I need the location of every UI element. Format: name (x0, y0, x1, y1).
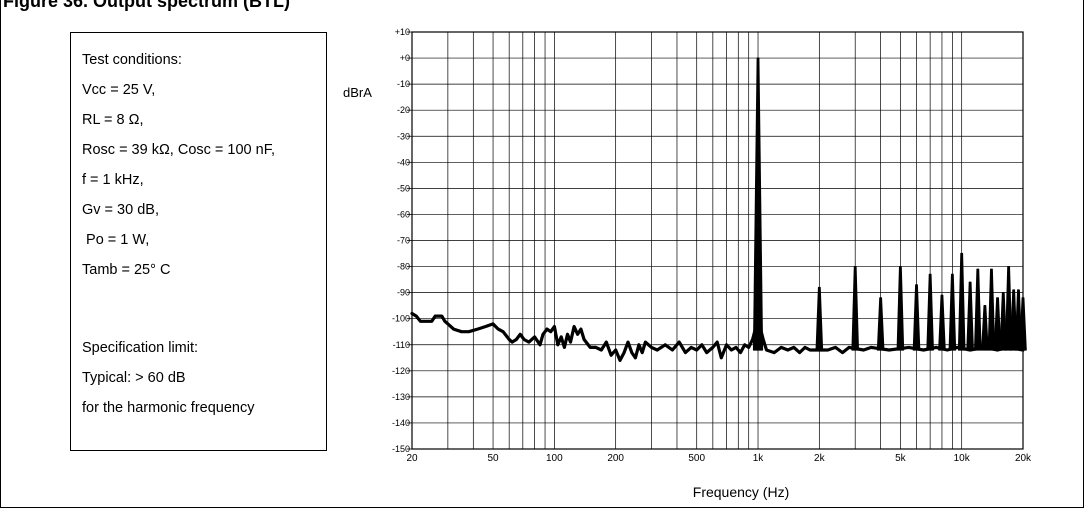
harmonic-peak (987, 268, 996, 351)
harmonic-peak (966, 281, 974, 351)
x-axis-label: Frequency (Hz) (693, 484, 789, 500)
specification-line: for the harmonic frequency (82, 400, 255, 416)
y-tick-label: -40 (397, 157, 410, 167)
condition-line: RL = 8 Ω, (82, 112, 144, 128)
harmonic-peaks (752, 57, 1027, 351)
y-tick-label: -130 (392, 392, 410, 402)
harmonic-peak (752, 57, 764, 351)
y-tick-label: -150 (392, 444, 410, 454)
y-tick-label: -110 (393, 340, 410, 350)
y-axis-label: dBrA (343, 85, 372, 100)
x-tick-label: 20k (1015, 453, 1032, 464)
harmonic-peak (926, 273, 934, 351)
harmonic-peak (912, 284, 921, 351)
condition-line: Rosc = 39 kΩ, Cosc = 100 nF, (82, 142, 275, 158)
y-tick-label: -70 (397, 236, 410, 246)
y-tick-label: -30 (397, 131, 410, 141)
harmonic-peak (948, 273, 957, 351)
figure-heading: Figure 36. Output spectrum (BTL) (3, 0, 291, 11)
x-tick-label: 20 (406, 453, 418, 464)
harmonic-peak (981, 305, 989, 351)
y-tick-label: -60 (397, 209, 410, 219)
x-tick-label: 500 (688, 453, 705, 464)
y-axis-ticks: +10 +0 -10 -20 -30 -40 -50 -60 -70 -80 -90 -100 -110… (392, 27, 412, 454)
condition-line: Gv = 30 dB, (82, 202, 159, 218)
harmonic-peak (999, 292, 1008, 351)
x-tick-label: 50 (487, 453, 499, 464)
condition-line: Test conditions: (82, 52, 182, 68)
condition-line: f = 1 kHz, (82, 172, 144, 188)
harmonic-peak (876, 297, 885, 351)
x-tick-label: 10k (954, 453, 971, 464)
y-tick-label: -100 (392, 314, 410, 324)
harmonic-peak (815, 286, 824, 351)
x-tick-label: 5k (895, 453, 907, 464)
x-tick-label: 2k (814, 453, 826, 464)
harmonic-peak (957, 252, 966, 351)
harmonic-peak (1004, 265, 1013, 351)
y-tick-label: -140 (392, 418, 410, 428)
harmonic-peak (896, 265, 905, 351)
y-tick-label: -120 (392, 366, 410, 376)
plot-border (411, 31, 1024, 450)
condition-line: Vcc = 25 V, (82, 82, 156, 98)
test-conditions-box: Test conditions: Vcc = 25 V, RL = 8 Ω, R… (70, 32, 327, 451)
specification-line: Typical: > 60 dB (82, 370, 186, 386)
specification-heading: Specification limit: (82, 340, 199, 356)
y-tick-label: -90 (397, 288, 410, 298)
y-tick-label: -80 (397, 262, 410, 272)
harmonic-peak (993, 297, 1002, 351)
x-tick-label: 100 (546, 453, 563, 464)
harmonic-peak (974, 268, 982, 351)
y-tick-label: -50 (397, 183, 410, 193)
y-tick-label: -20 (397, 105, 410, 115)
x-tick-label: 1k (753, 453, 765, 464)
x-axis-ticks: 20 50 100 200 500 1k 2k 5k 10k 20k (406, 453, 1032, 464)
harmonic-peak (938, 294, 946, 351)
y-tick-label: -10 (397, 79, 410, 89)
y-tick-label: +10 (395, 27, 410, 37)
harmonic-peak (851, 265, 859, 351)
y-tick-label: +0 (400, 53, 410, 63)
x-tick-label: 200 (607, 453, 624, 464)
chart-grid (411, 31, 1024, 450)
condition-line: Po = 1 W, (82, 232, 150, 248)
condition-line: Tamb = 25° C (82, 262, 171, 278)
